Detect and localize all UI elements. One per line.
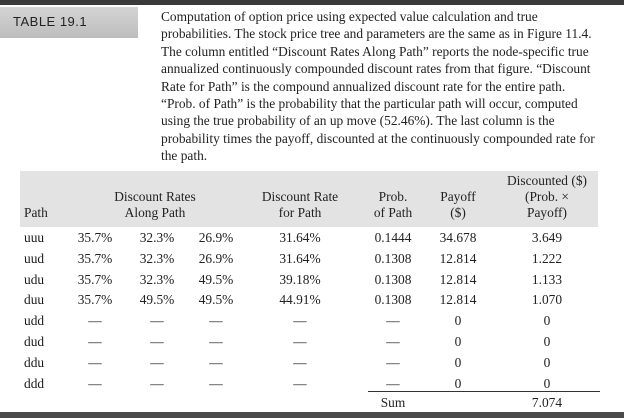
cell-r2: — bbox=[150, 375, 164, 391]
cell-r2: 32.3% bbox=[139, 250, 175, 266]
cell-rate: 39.18% bbox=[279, 271, 321, 287]
cell-rate: — bbox=[293, 313, 307, 329]
cell-path: ddu bbox=[24, 354, 45, 370]
header-rate-for-path: Discount Rate for Path bbox=[261, 189, 339, 220]
cell-payoff: 0 bbox=[454, 375, 462, 391]
sum-label: Sum bbox=[380, 395, 406, 410]
cell-payoff: 12.814 bbox=[439, 250, 477, 266]
cell-path: uuu bbox=[24, 230, 45, 245]
cell-r2: — bbox=[150, 354, 164, 370]
top-border bbox=[0, 0, 624, 5]
cell-rate: — bbox=[293, 375, 307, 391]
cell-disc: 1.070 bbox=[531, 292, 563, 308]
cell-r1: 35.7% bbox=[77, 230, 113, 245]
cell-path: uud bbox=[24, 250, 45, 266]
cell-rate: — bbox=[293, 354, 307, 370]
cell-prob: 0.1308 bbox=[374, 250, 412, 266]
sum-value: 7.074 bbox=[531, 395, 563, 410]
table-header bbox=[20, 171, 598, 227]
cell-r1: 35.7% bbox=[77, 292, 113, 308]
cell-prob: 0.1308 bbox=[374, 271, 412, 287]
header-payoff: Payoff ($) bbox=[440, 189, 476, 220]
cell-r1: — bbox=[88, 375, 102, 391]
cell-r3: 49.5% bbox=[198, 292, 234, 308]
cell-payoff: 0 bbox=[454, 313, 462, 329]
cell-payoff: 0 bbox=[454, 334, 462, 349]
cell-prob: — bbox=[386, 334, 400, 349]
cell-payoff: 12.814 bbox=[439, 271, 477, 287]
cell-r3: 26.9% bbox=[198, 230, 234, 245]
header-rates-along: Discount Rates Along Path bbox=[114, 189, 196, 220]
table-label-text: TABLE 19.1 bbox=[13, 14, 88, 29]
cell-rate: 44.91% bbox=[279, 292, 321, 308]
sum-rule bbox=[368, 391, 600, 392]
cell-r3: 26.9% bbox=[198, 250, 234, 266]
cell-disc: 3.649 bbox=[531, 230, 563, 245]
cell-payoff: 12.814 bbox=[439, 292, 477, 308]
cell-path: udu bbox=[24, 271, 45, 287]
cell-r3: — bbox=[209, 375, 223, 391]
header-prob: Prob. of Path bbox=[373, 189, 413, 220]
cell-r3: — bbox=[209, 334, 223, 349]
cell-r2: — bbox=[150, 313, 164, 329]
cell-disc: 0 bbox=[543, 334, 551, 349]
cell-rate: — bbox=[293, 334, 307, 349]
cell-path: udd bbox=[24, 313, 45, 329]
table-caption: Computation of option price using expect… bbox=[161, 9, 595, 164]
cell-prob: — bbox=[386, 354, 400, 370]
cell-r2: 49.5% bbox=[139, 292, 175, 308]
bottom-border bbox=[0, 412, 624, 418]
cell-r1: — bbox=[88, 313, 102, 329]
cell-r2: 32.3% bbox=[139, 271, 175, 287]
cell-payoff: 0 bbox=[454, 354, 462, 370]
cell-path: duu bbox=[24, 292, 45, 308]
cell-disc: 1.133 bbox=[531, 271, 563, 287]
cell-rate: 31.64% bbox=[279, 230, 321, 245]
header-discounted: Discounted ($) (Prob. × Payoff) bbox=[507, 173, 587, 220]
cell-prob: — bbox=[386, 375, 400, 391]
cell-r1: 35.7% bbox=[77, 271, 113, 287]
header-path: Path bbox=[24, 205, 48, 220]
cell-prob: 0.1444 bbox=[374, 230, 412, 245]
cell-r1: 35.7% bbox=[77, 250, 113, 266]
cell-prob: 0.1308 bbox=[374, 292, 412, 308]
cell-r2: — bbox=[150, 334, 164, 349]
cell-path: ddd bbox=[24, 375, 45, 391]
cell-prob: — bbox=[386, 313, 400, 329]
cell-payoff: 34.678 bbox=[439, 230, 477, 245]
cell-disc: 0 bbox=[543, 375, 551, 391]
cell-disc: 1.222 bbox=[531, 250, 563, 266]
cell-rate: 31.64% bbox=[279, 250, 321, 266]
cell-r1: — bbox=[88, 334, 102, 349]
cell-disc: 0 bbox=[543, 313, 551, 329]
cell-disc: 0 bbox=[543, 354, 551, 370]
cell-r3: 49.5% bbox=[198, 271, 234, 287]
cell-r3: — bbox=[209, 354, 223, 370]
cell-r3: — bbox=[209, 313, 223, 329]
cell-r1: — bbox=[88, 354, 102, 370]
cell-r2: 32.3% bbox=[139, 230, 175, 245]
table-label: TABLE 19.1 bbox=[0, 7, 138, 38]
cell-path: dud bbox=[24, 334, 45, 349]
